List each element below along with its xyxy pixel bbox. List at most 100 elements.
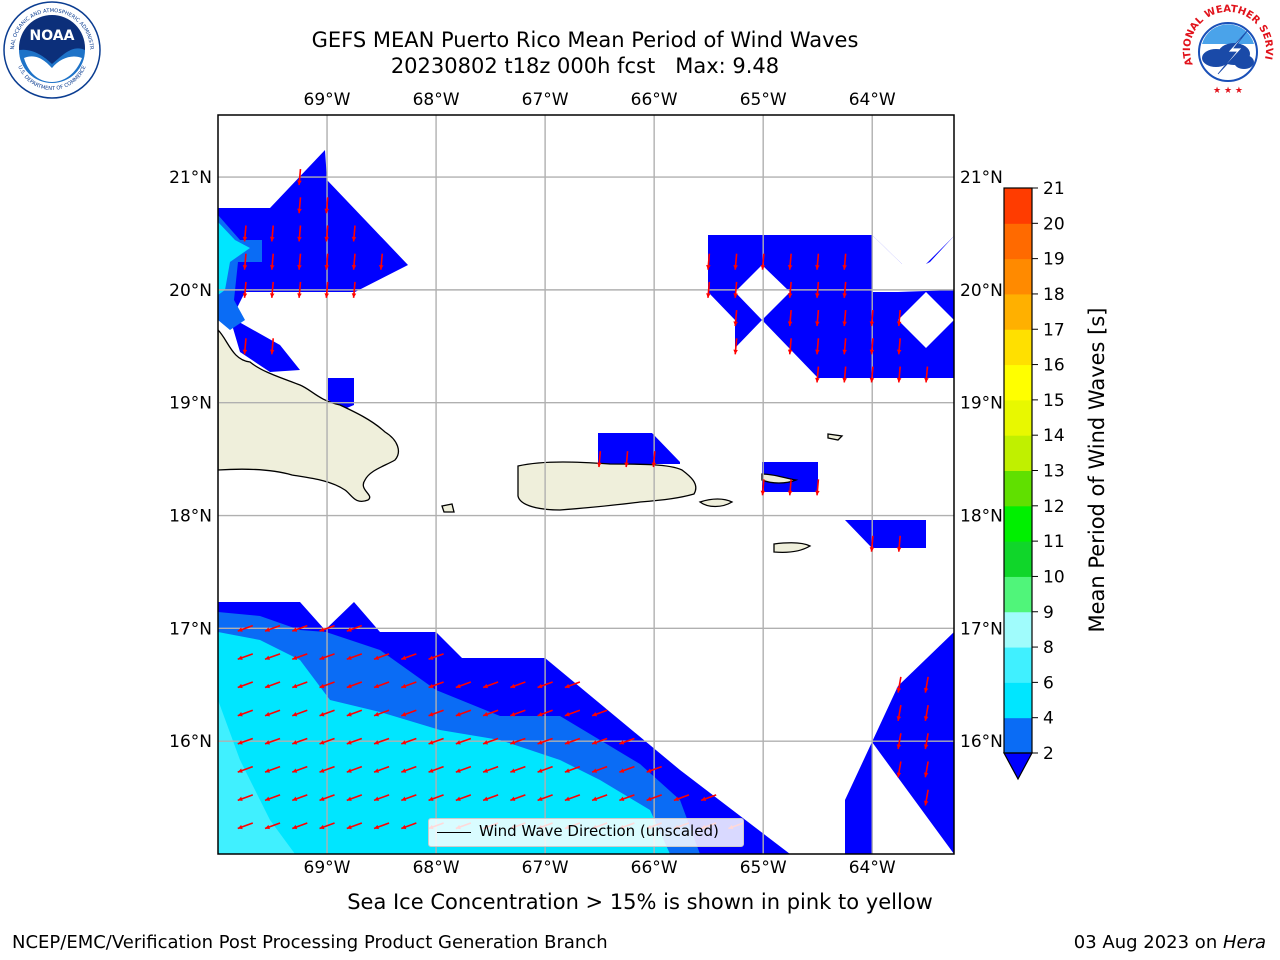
wave-direction-arrow [760, 253, 766, 270]
wave-direction-arrow [537, 765, 553, 773]
wave-direction-arrow [324, 253, 329, 270]
wave-direction-arrow [896, 761, 902, 778]
wave-direction-arrow [923, 704, 929, 721]
colorbar-tick-label: 2 [1043, 744, 1054, 764]
wave-direction-arrow [591, 709, 608, 717]
lon-label-top: 64°W [849, 90, 896, 110]
period-field-4-6 [218, 222, 250, 295]
legend-label: Wind Wave Direction (unscaled) [479, 822, 719, 840]
lon-label-top: 66°W [631, 90, 678, 110]
wave-direction-arrow [237, 822, 254, 830]
wave-direction-arrow [346, 822, 363, 830]
wave-direction-arrow [351, 281, 357, 298]
wave-direction-arrow [237, 794, 254, 802]
colorbar-swatch [1004, 435, 1032, 471]
wave-direction-arrow [510, 765, 526, 773]
wave-direction-arrow [700, 794, 717, 802]
wave-direction-arrow [706, 253, 711, 270]
wave-direction-arrow [346, 737, 363, 745]
wave-direction-arrow [510, 681, 526, 689]
wave-direction-arrow [564, 794, 581, 802]
wave-direction-arrow [591, 794, 608, 802]
lat-label-right: 19°N [960, 394, 1003, 414]
wave-direction-arrow [537, 737, 553, 745]
wave-direction-arrow [733, 281, 738, 298]
wave-direction-arrow [787, 310, 793, 327]
wave-direction-arrow [815, 479, 820, 496]
wave-direction-arrow [815, 366, 820, 383]
wave-direction-arrow [842, 281, 847, 298]
wave-direction-arrow [264, 624, 281, 632]
wave-direction-arrow [787, 281, 793, 298]
chart-title: GEFS MEAN Puerto Rico Mean Period of Win… [311, 28, 859, 52]
wave-direction-arrow [351, 253, 357, 270]
wave-direction-arrow [297, 197, 302, 214]
wave-direction-arrow [787, 338, 793, 355]
wave-direction-arrow [242, 281, 248, 298]
colorbar-tick-label: 4 [1043, 709, 1054, 729]
wave-direction-arrow [319, 765, 335, 773]
wave-direction-arrow [242, 225, 248, 242]
wave-direction-arrow [619, 794, 635, 802]
wave-direction-arrow [619, 737, 635, 745]
period-field-under [218, 150, 408, 372]
wave-direction-arrow [351, 225, 357, 242]
wave-direction-arrow [787, 253, 793, 270]
wave-direction-arrow [346, 709, 363, 717]
wave-direction-arrow [237, 681, 254, 689]
land-islet [761, 473, 799, 484]
wave-direction-arrow [401, 737, 417, 745]
wave-direction-arrow [815, 310, 820, 327]
lat-label-left: 16°N [169, 732, 212, 752]
wave-direction-arrow [373, 822, 390, 830]
wave-direction-arrow [373, 681, 390, 689]
period-field-under [598, 433, 680, 464]
lat-label-right: 16°N [960, 732, 1003, 752]
wave-direction-arrow [264, 653, 281, 661]
colorbar-tick-label: 17 [1043, 320, 1065, 340]
lat-label-right: 21°N [960, 168, 1003, 188]
wave-direction-arrow [237, 624, 254, 632]
land-vieques [698, 498, 734, 508]
wave-direction-arrow [869, 535, 875, 552]
colorbar-extend-min [1002, 752, 1034, 781]
wave-direction-arrow [324, 225, 329, 242]
wave-direction-arrow [428, 709, 444, 717]
wave-direction-arrow [297, 253, 302, 270]
wave-direction-arrow [455, 737, 472, 745]
wave-direction-arrow [264, 737, 281, 745]
ocean-gap [872, 235, 954, 292]
lon-label-bottom: 67°W [522, 858, 569, 878]
colorbar-swatch [1004, 223, 1032, 260]
wave-direction-arrow [428, 737, 444, 745]
land-hispaniola [218, 329, 399, 502]
noaa-logo: NATIONAL OCEANIC AND ATMOSPHERIC ADMINIS… [0, 0, 102, 100]
colorbar-tick-label: 18 [1043, 285, 1065, 305]
lon-label-bottom: 64°W [849, 858, 896, 878]
wave-direction-arrow [510, 737, 526, 745]
colorbar-swatch [1004, 258, 1032, 295]
wave-direction-arrow [401, 653, 417, 661]
wave-direction-arrow [564, 737, 581, 745]
wave-direction-arrow [923, 733, 929, 750]
wave-direction-arrow [619, 765, 635, 773]
period-field-under [328, 378, 354, 410]
wave-direction-arrow [923, 789, 929, 806]
wave-direction-arrow [291, 681, 308, 689]
wave-direction-arrow [373, 709, 390, 717]
wave-direction-arrow [378, 253, 384, 270]
wave-direction-arrow [291, 737, 308, 745]
wave-direction-arrow [869, 310, 875, 327]
colorbar-swatch [1004, 470, 1032, 507]
wave-direction-arrow [373, 653, 390, 661]
wave-direction-arrow [319, 709, 335, 717]
lat-label-right: 20°N [960, 281, 1003, 301]
wave-direction-arrow [242, 338, 248, 355]
wave-direction-arrow [842, 253, 847, 270]
colorbar-swatch [1004, 364, 1032, 401]
noaa-logo-text: NOAA [30, 28, 75, 44]
wave-direction-arrow [264, 709, 281, 717]
colorbar-swatch [1004, 188, 1032, 224]
wave-direction-arrow [324, 197, 329, 214]
wave-direction-arrow [896, 676, 902, 693]
